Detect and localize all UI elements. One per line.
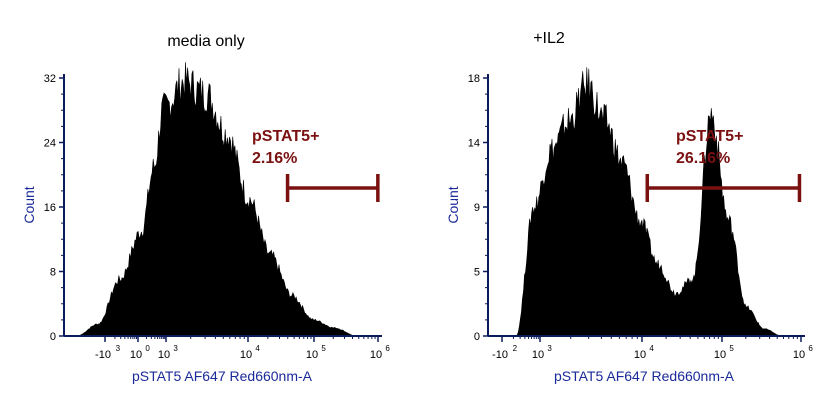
x-tick-exponent: 5 [729, 344, 734, 353]
y-tick-label: 24 [44, 138, 56, 150]
x-tick-label: 10 [370, 349, 382, 361]
histogram-il2: +IL2 Count pSTAT5 AF647 Red660nm-A 0 5 9 14… [445, 30, 813, 384]
y-axis: 0 5 9 14 18 [468, 73, 489, 343]
gate-pstat5[interactable]: pSTAT5+ 2.16% [252, 128, 380, 202]
x-tick-label: 10 [793, 349, 805, 361]
x-tick-label: 10 [130, 349, 142, 361]
x-tick-exponent: 3 [547, 344, 552, 353]
x-tick-label: 10 [240, 349, 252, 361]
gate-name: pSTAT5+ [252, 128, 319, 145]
x-axis-label: pSTAT5 AF647 Red660nm-A [132, 368, 313, 384]
histogram-marks [515, 67, 782, 337]
y-tick-label: 16 [44, 202, 56, 214]
gate-percent: 2.16% [252, 150, 297, 167]
x-tick-exponent: 6 [808, 344, 813, 353]
y-tick-label: 0 [474, 331, 480, 343]
x-tick-exponent: 0 [145, 344, 150, 353]
y-tick-label: 18 [468, 73, 480, 85]
x-tick-label: 10 [714, 349, 726, 361]
histogram-media-only: media only Count pSTAT5 AF647 Red660nm-A… [21, 33, 390, 384]
gate-percent: 26.16% [676, 150, 730, 167]
y-tick-label: 5 [474, 267, 480, 279]
y-tick-label: 0 [50, 331, 56, 343]
y-tick-label: 32 [44, 73, 56, 85]
x-tick-label: 10 [532, 349, 544, 361]
gate-pstat5[interactable]: pSTAT5+ 26.16% [645, 128, 802, 202]
x-tick-label: 10 [306, 349, 318, 361]
x-tick-exponent: 2 [513, 344, 518, 353]
y-tick-label: 9 [474, 202, 480, 214]
gate-name: pSTAT5+ [676, 128, 743, 145]
x-tick-label: -10 [95, 349, 111, 361]
x-tick-exponent: 5 [321, 344, 326, 353]
x-tick-label: 10 [158, 349, 170, 361]
y-tick-label: 8 [50, 267, 56, 279]
chart-title: media only [167, 33, 244, 50]
x-tick-exponent: 3 [116, 344, 121, 353]
x-tick-exponent: 6 [385, 344, 390, 353]
y-tick-label: 14 [468, 138, 480, 150]
y-axis: 0 8 16 24 32 [44, 73, 65, 343]
y-axis-label: Count [21, 186, 37, 223]
y-axis-label: Count [445, 186, 461, 223]
x-tick-label: -10 [492, 349, 508, 361]
x-axis-label: pSTAT5 AF647 Red660nm-A [554, 368, 735, 384]
histogram-marks [76, 62, 357, 337]
histogram-area [515, 67, 782, 337]
histogram-area [76, 62, 357, 337]
x-tick-label: 10 [634, 349, 646, 361]
chart-title: +IL2 [533, 30, 565, 47]
x-tick-exponent: 4 [255, 344, 260, 353]
x-tick-exponent: 4 [649, 344, 654, 353]
x-tick-exponent: 3 [173, 344, 178, 353]
